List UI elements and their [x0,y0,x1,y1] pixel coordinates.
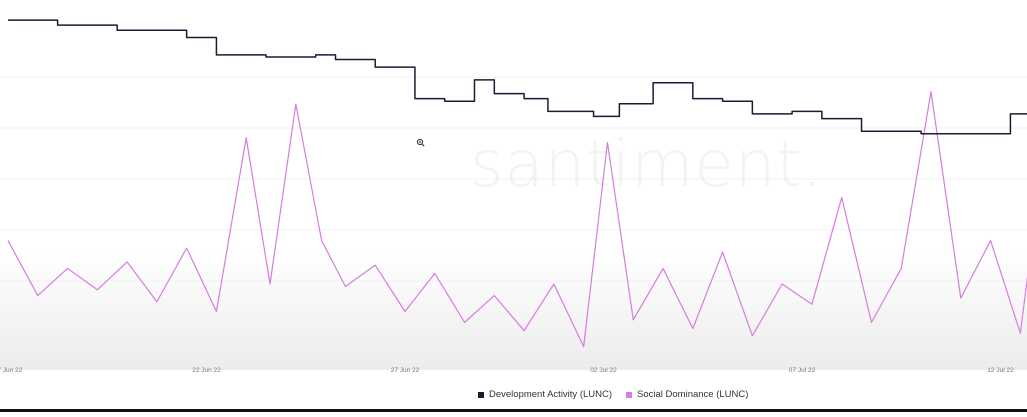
legend-label: Social Dominance (LUNC) [637,389,749,400]
x-tick-label: 07 Jul 22 [789,367,816,374]
x-axis-ticks: 17 Jun 22 22 Jun 22 27 Jun 22 02 Jul 22 07 J… [0,367,1014,374]
x-tick-label: 02 Jul 22 [590,367,617,374]
legend: Development Activity (LUNC) Social Domina… [478,389,748,400]
x-tick-label: 17 Jun 22 [0,367,23,374]
legend-swatch [478,391,484,398]
x-tick-label: 22 Jun 22 [192,367,221,374]
x-tick-label: 27 Jun 22 [391,367,420,374]
legend-item[interactable]: Social Dominance (LUNC) [626,389,748,400]
series-line-social-dominance [7,91,1027,348]
series-line-development-activity [8,19,1027,135]
gridlines [0,76,1027,333]
plot-background-fade [0,250,1027,370]
legend-swatch [626,391,633,398]
legend-item[interactable]: Development Activity (LUNC) [478,389,612,400]
bottom-border [0,409,1027,412]
x-tick-label: 12 Jul 22 [987,367,1014,374]
legend-label: Development Activity (LUNC) [489,389,613,400]
series-layer [7,19,1027,348]
zoom-cursor-icon [416,138,425,147]
